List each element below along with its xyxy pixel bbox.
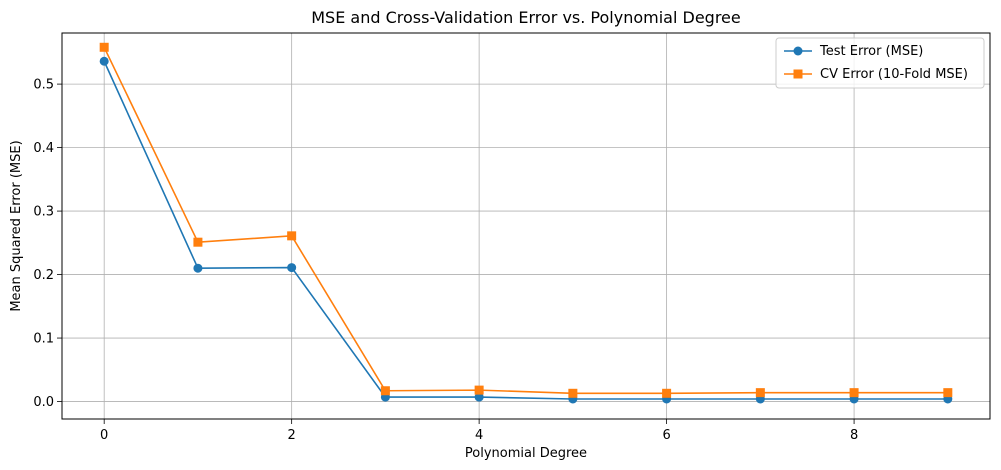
legend-label-test-error: Test Error (MSE) <box>819 44 923 59</box>
y-tick-label: 0.3 <box>33 205 54 220</box>
data-point-square <box>568 388 578 398</box>
x-tick-label: 0 <box>100 428 108 443</box>
data-point-circle <box>193 263 203 273</box>
x-tick-label: 2 <box>288 428 296 443</box>
y-tick-label: 0.2 <box>33 268 54 283</box>
legend: Test Error (MSE) CV Error (10-Fold MSE) <box>775 37 985 89</box>
series-layer <box>99 42 953 404</box>
data-point-circle <box>99 56 109 66</box>
y-tick-label: 0.4 <box>33 141 54 156</box>
x-tick-label: 4 <box>475 428 483 443</box>
data-point-square <box>943 388 953 398</box>
x-tick-label: 6 <box>662 428 670 443</box>
series-line-1 <box>103 46 948 395</box>
data-point-square <box>99 42 109 52</box>
legend-marker-cv-error <box>793 69 803 79</box>
data-point-square <box>474 385 484 395</box>
y-tick-label: 0.1 <box>33 332 54 347</box>
data-point-square <box>193 237 203 247</box>
y-tick-label: 0.5 <box>33 78 54 93</box>
chart-title: MSE and Cross-Validation Error vs. Polyn… <box>311 8 741 27</box>
y-tick-label: 0.0 <box>33 395 54 410</box>
data-point-square <box>287 231 297 241</box>
legend-marker-test-error <box>793 46 803 56</box>
data-point-square <box>662 388 672 398</box>
plot-frame <box>61 32 991 420</box>
axis-ticks: 0 2 4 6 8 0.0 0.1 0.2 0.3 0.4 0.5 <box>33 78 858 443</box>
x-axis-label: Polynomial Degree <box>465 446 587 461</box>
series-line-0 <box>103 60 948 400</box>
x-tick-label: 8 <box>850 428 858 443</box>
y-axis-label: Mean Squared Error (MSE) <box>9 140 24 311</box>
data-point-square <box>849 388 859 398</box>
data-point-square <box>755 388 765 398</box>
data-point-circle <box>474 392 484 402</box>
legend-label-cv-error: CV Error (10-Fold MSE) <box>820 67 968 82</box>
data-point-square <box>380 386 390 396</box>
grid <box>62 33 990 419</box>
legend-box <box>775 37 985 89</box>
data-point-circle <box>287 263 297 273</box>
